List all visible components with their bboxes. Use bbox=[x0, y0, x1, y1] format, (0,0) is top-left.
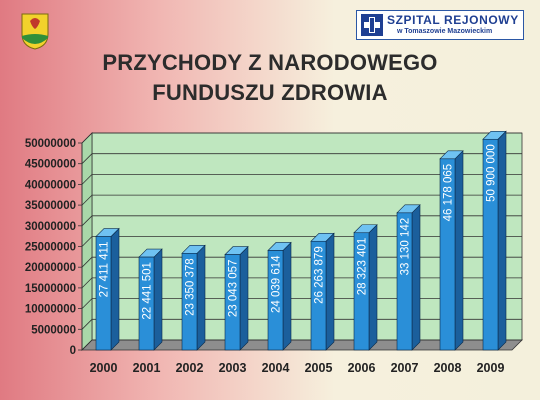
chart-title-line1: PRZYCHODY Z NARODOWEGO bbox=[102, 50, 438, 75]
gridline-side bbox=[81, 236, 93, 247]
y-tick-label: 40000000 bbox=[25, 179, 76, 191]
bar-2001: 22 441 501 bbox=[138, 248, 163, 351]
x-tick-label: 2000 bbox=[90, 361, 118, 375]
x-tick-label: 2002 bbox=[176, 361, 204, 375]
y-tick-label: 35000000 bbox=[25, 200, 76, 212]
bar-side bbox=[497, 130, 507, 351]
bar-2003: 23 043 057 bbox=[224, 245, 249, 351]
bar-side bbox=[153, 248, 163, 351]
y-tick-label: 15000000 bbox=[25, 283, 76, 295]
logo-name: SZPITAL REJONOWY bbox=[387, 13, 519, 27]
y-tick-label: 20000000 bbox=[25, 262, 76, 274]
bar-front bbox=[439, 158, 456, 351]
x-tick-label: 2006 bbox=[348, 361, 376, 375]
gridline-side bbox=[81, 194, 93, 206]
gridline-side bbox=[81, 277, 93, 289]
y-tick-label: 50000000 bbox=[25, 138, 76, 150]
y-tick-label: 25000000 bbox=[25, 242, 76, 254]
bar-side bbox=[411, 204, 421, 351]
x-tick-label: 2004 bbox=[262, 361, 290, 375]
bar-side bbox=[454, 150, 464, 351]
gridline-side bbox=[81, 153, 93, 164]
gridline-side bbox=[81, 339, 93, 351]
gridline-side bbox=[81, 319, 93, 330]
bar-side bbox=[110, 227, 120, 351]
bar-front bbox=[353, 232, 370, 351]
bar-side bbox=[239, 245, 249, 351]
bar-2009: 50 900 000 bbox=[482, 130, 507, 351]
y-tick-label: 5000000 bbox=[31, 324, 76, 336]
bar-data-label: 27 411 411 bbox=[99, 242, 111, 298]
bar-2000: 27 411 411 bbox=[95, 227, 120, 351]
y-tick-label: 0 bbox=[70, 345, 76, 357]
bar-data-label: 22 441 501 bbox=[142, 262, 154, 320]
bar-front bbox=[95, 236, 112, 351]
bar-side bbox=[325, 232, 335, 351]
hospital-logo: SZPITAL REJONOWY w Tomaszowie Mazowiecki… bbox=[356, 10, 524, 40]
x-tick-label: 2003 bbox=[219, 361, 247, 375]
x-tick-label: 2005 bbox=[305, 361, 333, 375]
bar-2004: 24 039 614 bbox=[267, 241, 292, 351]
bar-2005: 26 263 879 bbox=[310, 232, 335, 351]
bar-data-label: 28 323 401 bbox=[357, 238, 369, 296]
y-tick-label: 30000000 bbox=[25, 221, 76, 233]
bar-data-label: 50 900 000 bbox=[486, 144, 498, 202]
gridline-side bbox=[81, 132, 93, 144]
x-tick-label: 2001 bbox=[133, 361, 161, 375]
bar-data-label: 46 178 065 bbox=[443, 164, 455, 222]
y-tick-label: 45000000 bbox=[25, 159, 76, 171]
bar-front bbox=[181, 253, 198, 351]
bar-2007: 33 130 142 bbox=[396, 204, 421, 351]
bar-2002: 23 350 378 bbox=[181, 244, 206, 351]
bar-data-label: 33 130 142 bbox=[400, 218, 412, 276]
bar-side bbox=[368, 224, 378, 351]
bar-front bbox=[482, 138, 499, 351]
bar-side bbox=[196, 244, 206, 351]
chart-title-line2: FUNDUSZU ZDROWIA bbox=[152, 80, 388, 105]
y-tick-label: 10000000 bbox=[25, 304, 76, 316]
bar-data-label: 26 263 879 bbox=[314, 246, 326, 304]
coat-of-arms-icon bbox=[21, 13, 49, 50]
bar-front bbox=[310, 240, 327, 351]
bar-2006: 28 323 401 bbox=[353, 224, 378, 351]
bar-data-label: 23 350 378 bbox=[185, 258, 197, 316]
hospital-cross-icon bbox=[361, 14, 383, 36]
x-tick-label: 2008 bbox=[434, 361, 462, 375]
bar-data-label: 24 039 614 bbox=[271, 255, 283, 313]
bar-front bbox=[267, 250, 284, 351]
bar-2008: 46 178 065 bbox=[439, 150, 464, 351]
x-tick-label: 2009 bbox=[477, 361, 505, 375]
gridline-side bbox=[81, 215, 93, 227]
x-tick-label: 2007 bbox=[391, 361, 419, 375]
bar-front bbox=[224, 254, 241, 351]
bar-front bbox=[396, 212, 413, 351]
gridline-side bbox=[81, 298, 93, 309]
gridline-side bbox=[81, 256, 93, 268]
bar-data-label: 23 043 057 bbox=[228, 260, 240, 318]
logo-subtitle: w Tomaszowie Mazowieckim bbox=[397, 28, 493, 35]
gridline-side bbox=[81, 174, 93, 185]
bar-front bbox=[138, 256, 155, 351]
bar-side bbox=[282, 241, 292, 351]
